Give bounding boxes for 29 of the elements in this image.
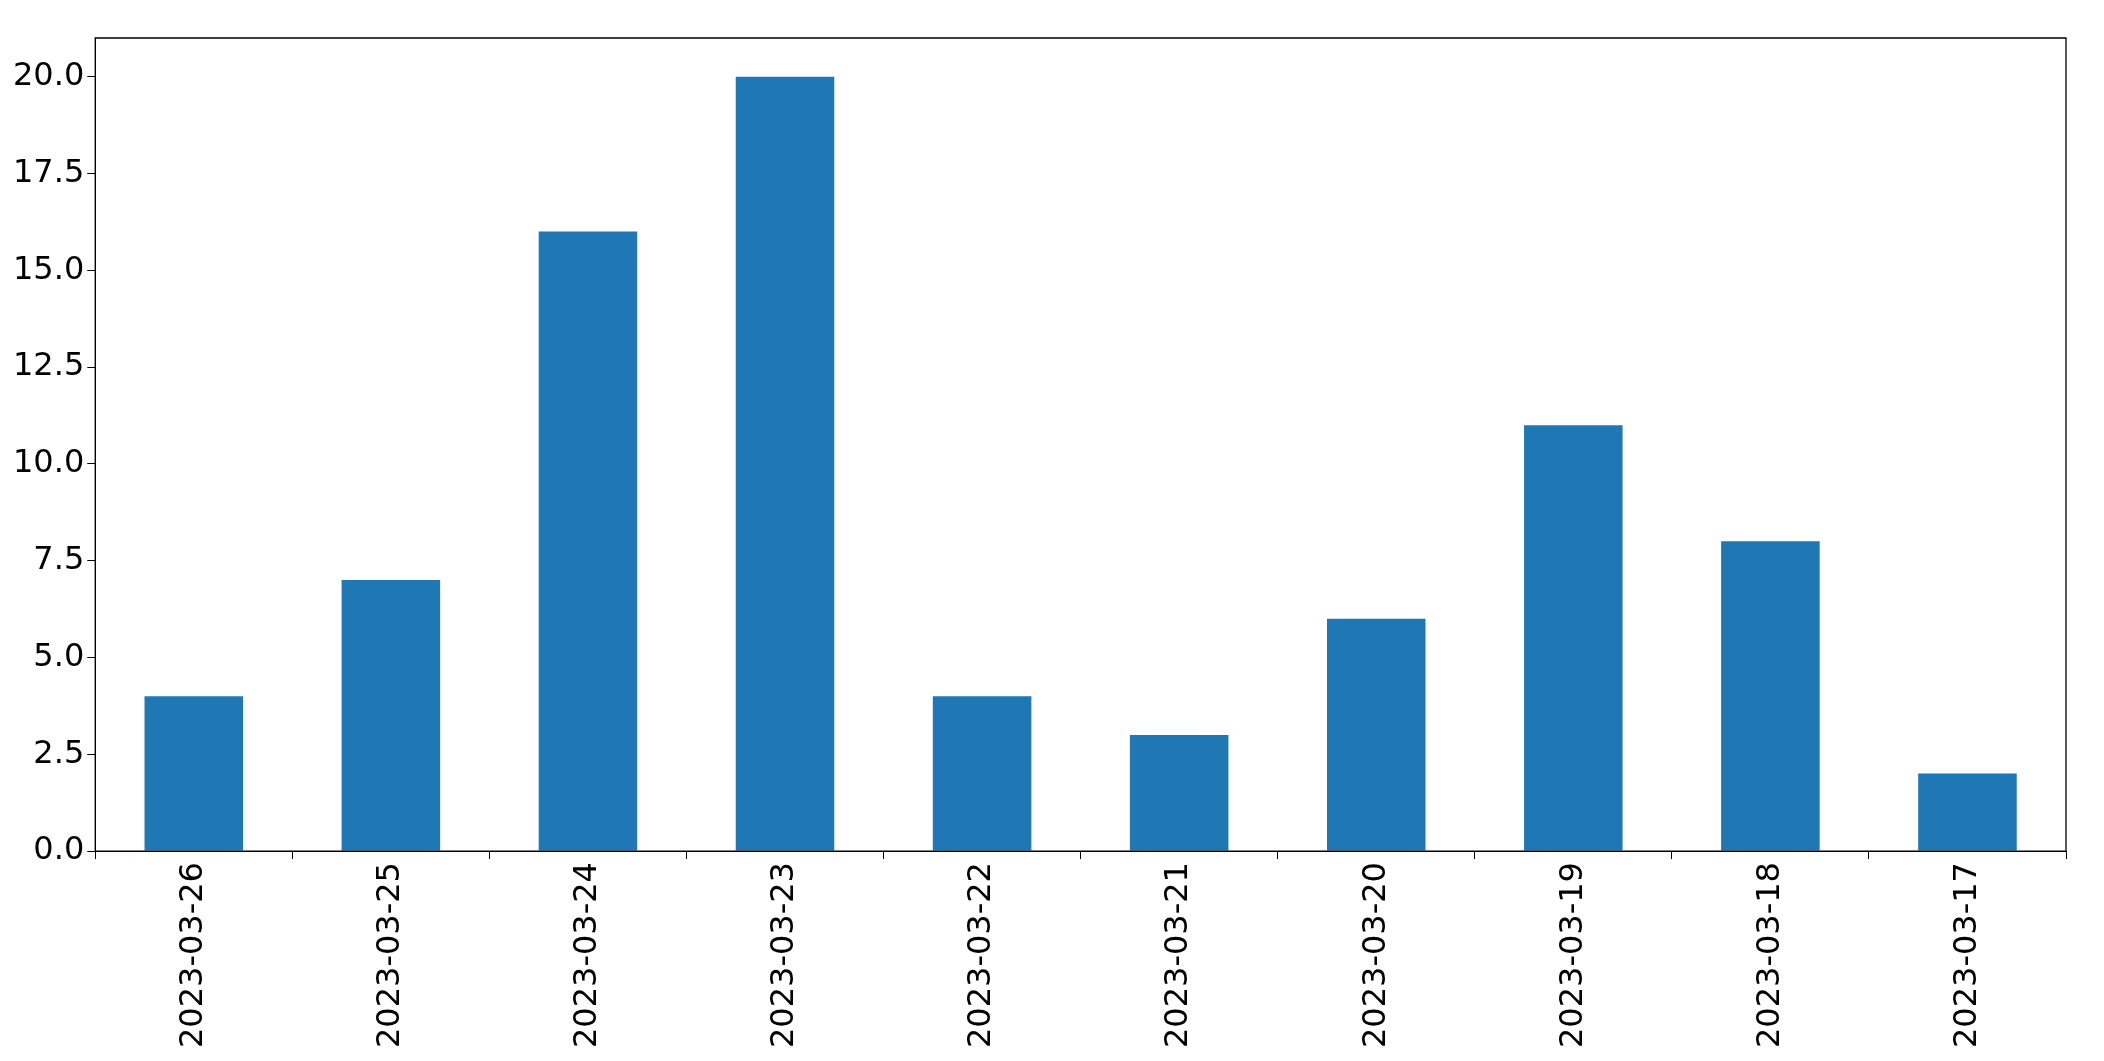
x-tick-label: 2023-03-26 xyxy=(172,862,211,1048)
y-tick-label: 0.0 xyxy=(33,829,85,868)
bar xyxy=(1918,773,2017,851)
x-tick-label: 2023-03-23 xyxy=(763,862,802,1048)
y-tick-label: 12.5 xyxy=(13,345,85,384)
y-tick-label: 17.5 xyxy=(13,151,85,190)
x-tick-label: 2023-03-19 xyxy=(1551,862,1590,1048)
y-tick-label: 2.5 xyxy=(33,732,85,771)
bar xyxy=(1129,734,1229,851)
bar xyxy=(735,76,835,851)
y-tick-label: 10.0 xyxy=(13,442,85,481)
x-tick-label: 2023-03-20 xyxy=(1354,862,1393,1048)
bar xyxy=(144,696,244,851)
bar xyxy=(1326,618,1426,851)
x-tick-label: 2023-03-24 xyxy=(566,862,605,1048)
x-tick-label: 2023-03-22 xyxy=(960,862,999,1048)
y-tick-label: 5.0 xyxy=(33,635,85,674)
x-tick-label: 2023-03-17 xyxy=(1945,862,1984,1048)
y-tick-label: 20.0 xyxy=(13,55,85,94)
bar xyxy=(341,580,441,851)
bar xyxy=(932,696,1032,851)
bar xyxy=(538,231,638,851)
x-tick-label: 2023-03-18 xyxy=(1748,862,1787,1048)
x-tick-label: 2023-03-21 xyxy=(1157,862,1196,1048)
bar xyxy=(1721,541,1820,851)
y-tick-label: 7.5 xyxy=(33,538,85,577)
y-tick-label: 15.0 xyxy=(13,248,85,287)
x-tick-label: 2023-03-25 xyxy=(369,862,408,1048)
bar xyxy=(1524,425,1623,851)
